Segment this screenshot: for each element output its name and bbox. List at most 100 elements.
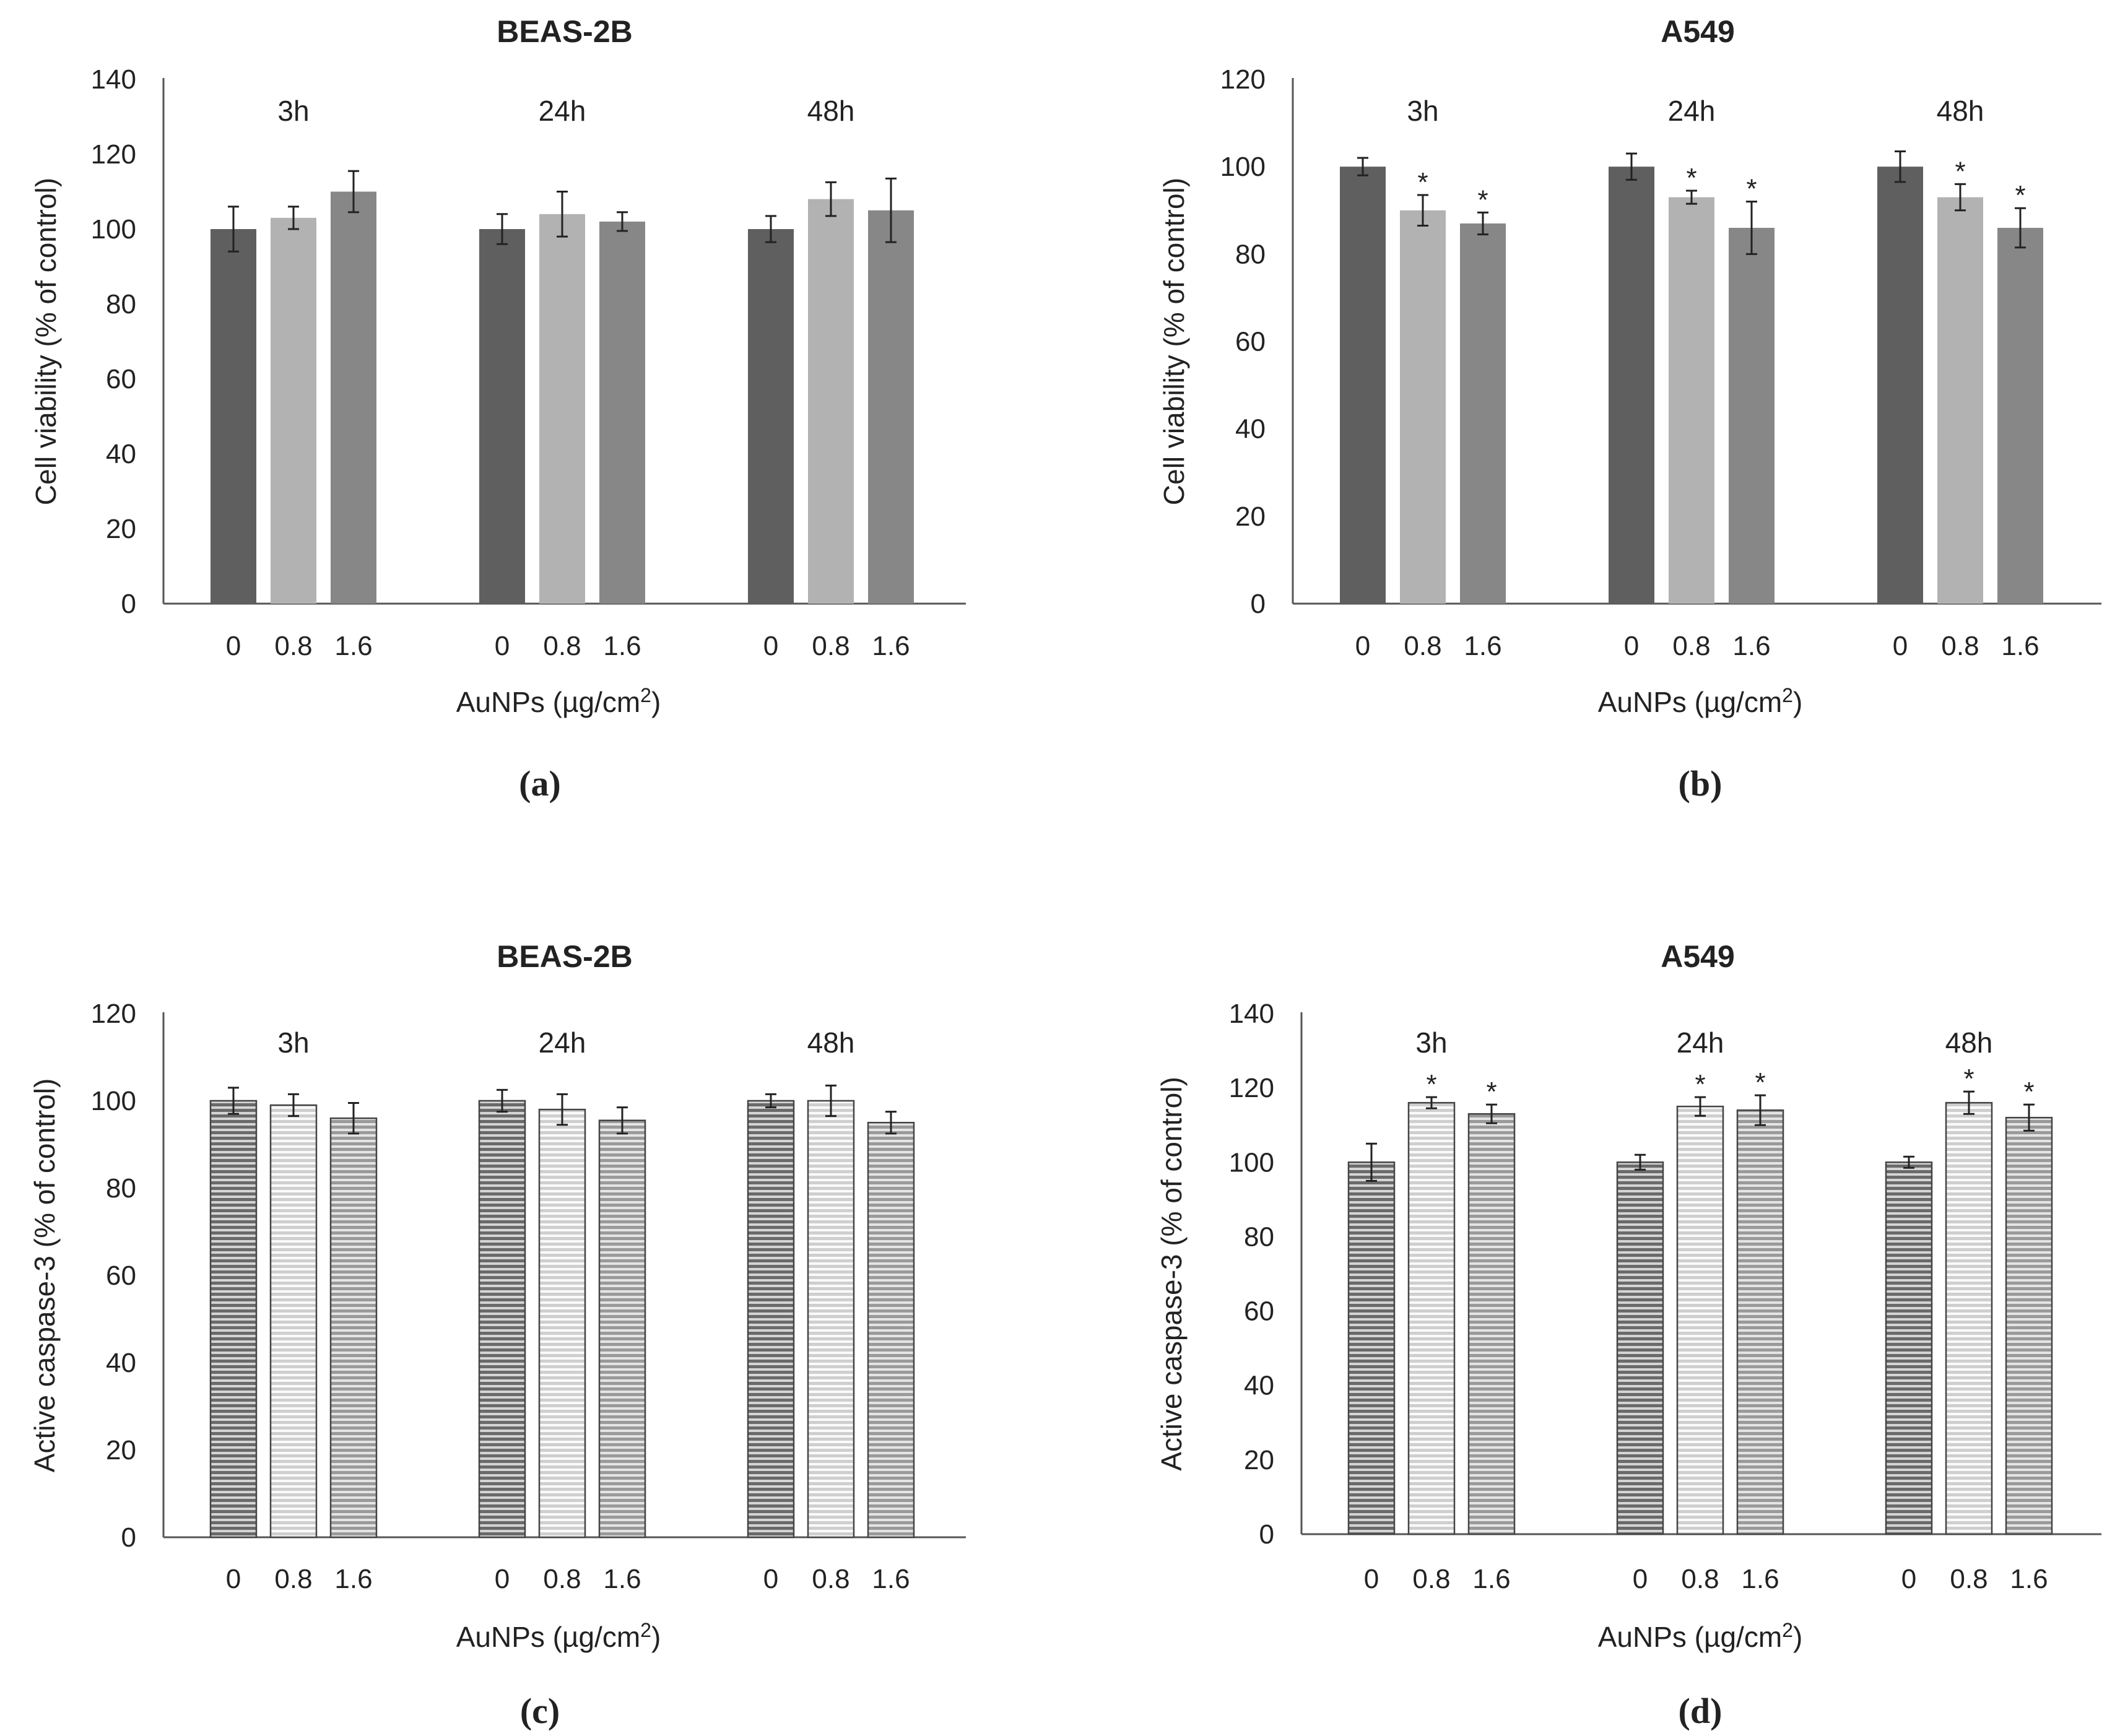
bar	[598, 1119, 646, 1539]
significance-marker: *	[1477, 184, 1488, 215]
x-tick-label: 0	[1624, 631, 1639, 661]
x-tick-label: 1.6	[2001, 631, 2039, 661]
x-axis-label-main: AuNPs (µg/cm	[1598, 686, 1782, 718]
group-label: 3h	[277, 1026, 309, 1059]
group-label: 3h	[277, 95, 309, 127]
y-tick-label: 20	[106, 514, 136, 544]
chart-title: BEAS-2B	[497, 939, 632, 974]
x-tick-label: 0	[1901, 1564, 1916, 1594]
bar	[1609, 167, 1654, 604]
x-tick-label: 0	[1893, 631, 1908, 661]
x-tick-label: 0.8	[543, 1564, 581, 1594]
significance-marker: *	[1746, 174, 1757, 204]
bar	[1616, 1161, 1664, 1535]
y-tick-label: 0	[1251, 589, 1266, 619]
panel-label: (c)	[520, 1691, 560, 1731]
y-axis-label: Cell viability (% of control)	[30, 178, 62, 505]
x-tick-label: 0.8	[543, 631, 581, 661]
y-tick-label: 40	[106, 439, 136, 469]
x-axis-label-end: )	[1793, 1621, 1802, 1653]
bar	[1997, 227, 2043, 604]
x-tick-label: 0.8	[812, 1564, 849, 1594]
bar	[808, 199, 854, 604]
x-axis-label-main: AuNPs (µg/cm	[456, 1621, 640, 1653]
x-axis-label-main: AuNPs (µg/cm	[1598, 1621, 1782, 1653]
y-tick-label: 0	[121, 1522, 136, 1553]
bar	[538, 1108, 586, 1539]
group-label: 24h	[539, 95, 586, 127]
x-axis-label-superscript: 2	[1782, 1619, 1793, 1641]
y-tick-label: 140	[1229, 999, 1274, 1029]
x-tick-label: 0.8	[1681, 1564, 1719, 1594]
x-tick-label: 0.8	[1404, 631, 1441, 661]
bar	[1669, 197, 1714, 604]
significance-marker: *	[1695, 1069, 1705, 1100]
significance-marker: *	[2015, 180, 2025, 210]
x-tick-label: 0.8	[274, 631, 312, 661]
y-axis-label: Cell viability (% of control)	[1158, 178, 1190, 505]
y-tick-label: 80	[1244, 1222, 1274, 1252]
y-tick-label: 140	[91, 64, 136, 95]
x-tick-label: 0	[226, 1564, 241, 1594]
x-axis-label-end: )	[651, 1621, 661, 1653]
x-tick-label: 0.8	[1941, 631, 1979, 661]
x-tick-label: 0	[495, 631, 510, 661]
bar	[1937, 197, 1983, 604]
significance-marker: *	[1755, 1067, 1765, 1098]
y-tick-label: 80	[106, 289, 136, 319]
bar	[1885, 1161, 1933, 1535]
x-tick-label: 1.6	[1464, 631, 1501, 661]
y-axis-label: Active caspase-3 (% of control)	[1155, 1077, 1188, 1471]
x-axis-label: AuNPs (µg/cm2)	[1598, 1619, 1803, 1653]
y-tick-label: 40	[1235, 414, 1266, 445]
significance-marker: *	[1963, 1064, 1974, 1094]
x-tick-label: 0	[495, 1564, 510, 1594]
y-tick-label: 100	[1220, 152, 1266, 182]
y-tick-label: 0	[121, 589, 136, 619]
bar	[1347, 1161, 1396, 1535]
x-tick-label: 0.8	[274, 1564, 312, 1594]
y-tick-label: 40	[1244, 1371, 1274, 1401]
bar	[1467, 1113, 1516, 1535]
x-axis-label-superscript: 2	[640, 684, 651, 706]
chart-title: BEAS-2B	[497, 14, 632, 49]
y-tick-label: 0	[1259, 1519, 1274, 1550]
x-tick-label: 0.8	[1672, 631, 1710, 661]
x-tick-label: 1.6	[872, 631, 910, 661]
bar	[807, 1100, 855, 1539]
y-tick-label: 120	[1220, 64, 1266, 95]
x-axis-label: AuNPs (µg/cm2)	[1598, 684, 1803, 718]
x-tick-label: 1.6	[603, 1564, 641, 1594]
group-label: 48h	[1937, 95, 1984, 127]
x-tick-label: 0	[763, 631, 778, 661]
chart-title: A549	[1661, 939, 1735, 974]
significance-marker: *	[1426, 1069, 1436, 1100]
group-label: 48h	[1945, 1026, 1993, 1059]
y-tick-label: 80	[1235, 239, 1266, 269]
bar	[269, 1104, 318, 1539]
significance-marker: *	[2023, 1077, 2034, 1107]
significance-marker: *	[1955, 156, 1965, 186]
y-tick-label: 60	[1235, 327, 1266, 357]
bar	[331, 191, 376, 604]
y-tick-label: 100	[1229, 1147, 1274, 1178]
bar	[1736, 1109, 1784, 1535]
y-tick-label: 40	[106, 1348, 136, 1378]
x-tick-label: 1.6	[334, 631, 372, 661]
x-tick-label: 0.8	[1412, 1564, 1450, 1594]
y-tick-label: 80	[106, 1173, 136, 1204]
group-label: 48h	[807, 95, 855, 127]
bar	[868, 210, 914, 604]
x-axis-label: AuNPs (µg/cm2)	[456, 1619, 661, 1653]
bar	[1460, 223, 1506, 604]
x-tick-label: 1.6	[1732, 631, 1770, 661]
significance-marker: *	[1486, 1077, 1497, 1107]
y-tick-label: 20	[106, 1435, 136, 1465]
bar	[747, 1100, 795, 1539]
x-tick-label: 0	[1355, 631, 1370, 661]
panel-label: (d)	[1679, 1691, 1722, 1731]
y-tick-label: 20	[1244, 1445, 1274, 1475]
x-tick-label: 0	[1364, 1564, 1379, 1594]
y-axis-label: Active caspase-3 (% of control)	[28, 1078, 61, 1473]
